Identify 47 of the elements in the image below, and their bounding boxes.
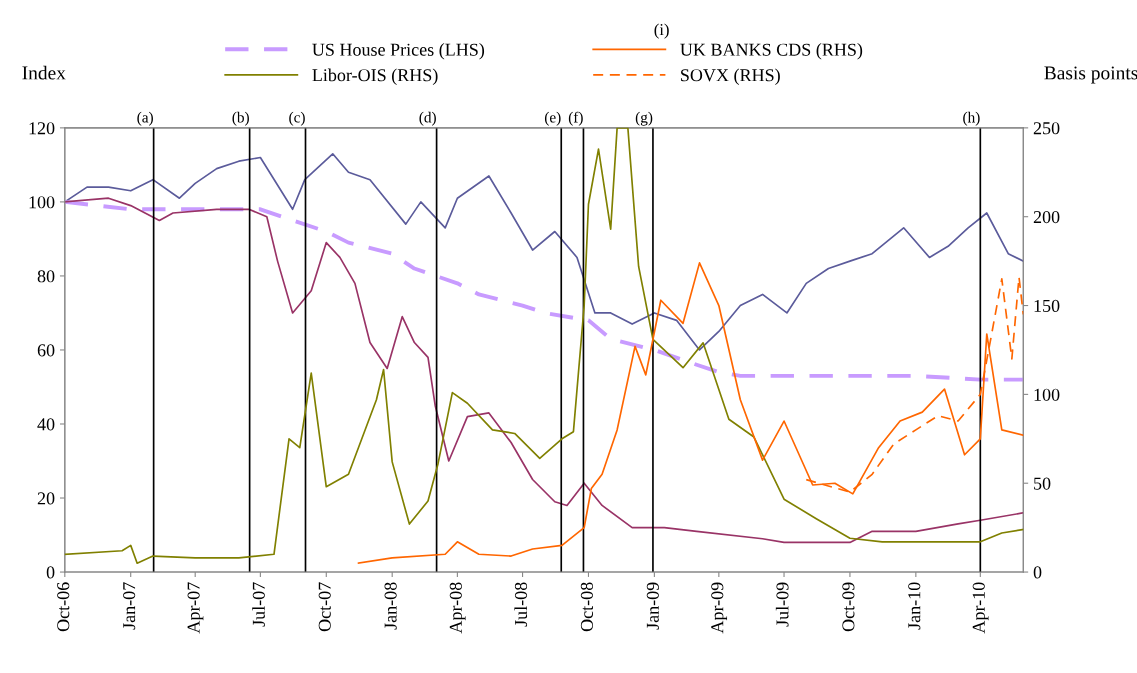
ref-line-label: (g)	[635, 111, 653, 126]
line-series	[64, 197, 1024, 544]
y2-tick-label: 50	[1034, 477, 1051, 490]
x-tick-label: Jan-09	[646, 582, 659, 630]
y-tick-label: 100	[29, 196, 55, 209]
x-tick-label: Apr-10	[972, 582, 989, 634]
y2-tick-label: 150	[1034, 299, 1060, 312]
line-series	[357, 262, 1024, 565]
y-tick-label: 20	[37, 492, 55, 505]
x-tick-label: Oct-09	[842, 582, 855, 632]
ref-line-label: (a)	[137, 111, 153, 126]
ref-line-label: (f)	[568, 111, 583, 126]
x-tick-label: Oct-06	[57, 582, 70, 632]
x-tick-label: Jan-07	[123, 582, 136, 630]
ref-line-label: (e)	[544, 111, 561, 126]
x-tick-label: Oct-07	[318, 582, 331, 632]
x-tick-label: Jul-09	[775, 582, 789, 627]
ref-line-label: (c)	[289, 111, 305, 126]
x-tick-label: Jul-07	[252, 582, 265, 627]
legend-label: US House Prices (LHS)	[312, 43, 485, 60]
y-axis-title: Index	[22, 65, 66, 80]
y2-tick-label: 100	[1034, 388, 1060, 401]
line-series	[64, 152, 1024, 351]
ref-line-label: (d)	[419, 111, 436, 126]
y-tick-label: 120	[29, 122, 55, 135]
legend-label: UK BANKS CDS (RHS)	[680, 43, 863, 60]
x-tick-label: Jan-10	[908, 582, 921, 630]
x-tick-label: Jan-08	[384, 582, 397, 630]
x-tick-label: Jul-08	[514, 582, 528, 627]
y2-tick-label: 250	[1033, 122, 1060, 135]
x-tick-label: Oct-08	[580, 582, 593, 632]
y2-axis-title: Basis points	[1044, 66, 1137, 84]
text: (i)	[654, 23, 669, 39]
ref-line-label: (b)	[232, 111, 249, 126]
legend-label: SOVX (RHS)	[681, 68, 780, 85]
x-tick-label: Apr-09	[711, 582, 728, 634]
legend-label: Libor-OIS (RHS)	[312, 68, 438, 85]
x-tick-label: Apr-07	[187, 582, 204, 634]
y-tick-label: 40	[37, 418, 55, 431]
ref-line-label: (h)	[963, 111, 980, 126]
y-tick-label: 60	[37, 344, 55, 357]
x-tick-label: Apr-08	[449, 582, 466, 634]
y-tick-label: 0	[46, 566, 55, 579]
y2-tick-label: 0	[1033, 566, 1042, 579]
line-series	[64, 199, 1024, 382]
y2-tick-label: 200	[1033, 210, 1060, 224]
y-tick-label: 80	[37, 270, 55, 283]
